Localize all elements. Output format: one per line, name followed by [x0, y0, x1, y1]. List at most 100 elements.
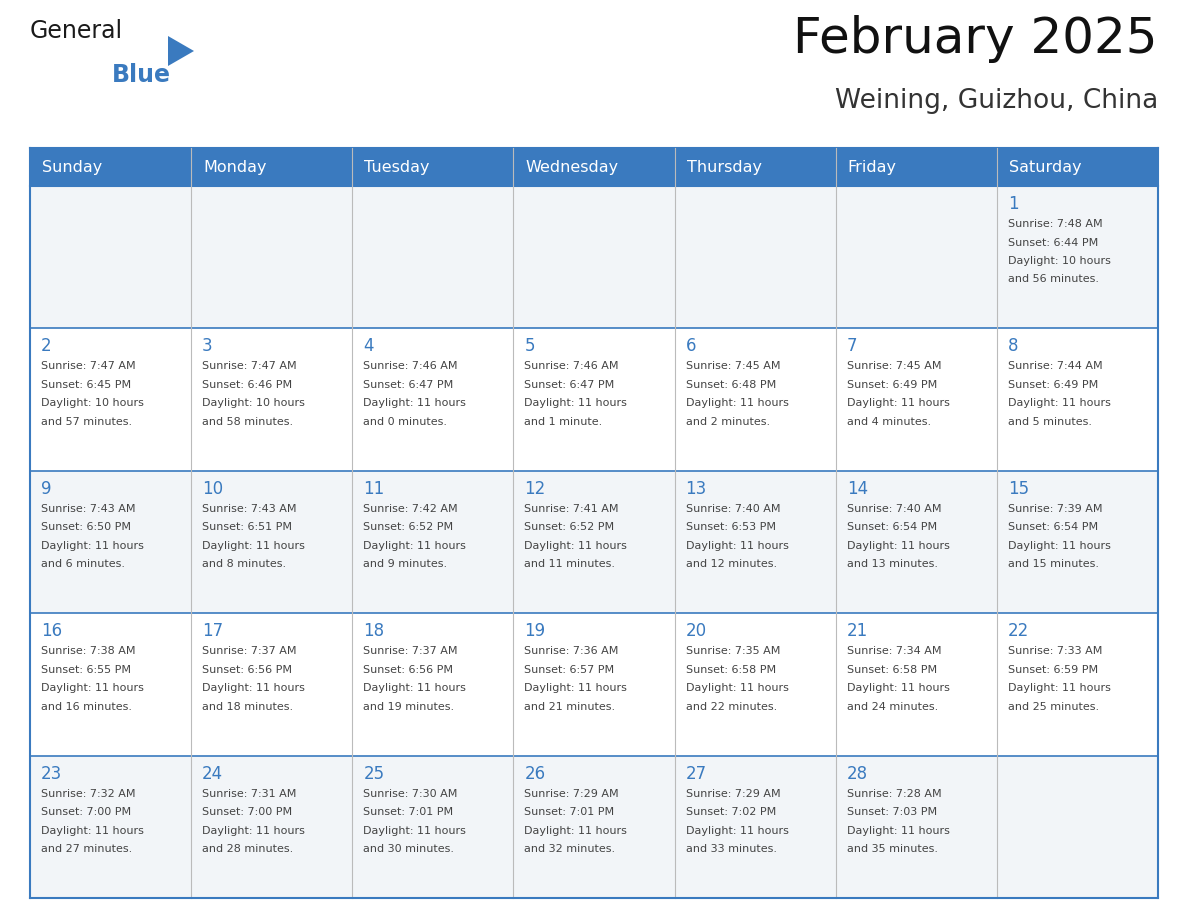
Text: and 2 minutes.: and 2 minutes.	[685, 417, 770, 427]
Text: and 58 minutes.: and 58 minutes.	[202, 417, 293, 427]
Text: Sunset: 6:47 PM: Sunset: 6:47 PM	[364, 380, 454, 390]
Text: Sunrise: 7:40 AM: Sunrise: 7:40 AM	[847, 504, 941, 514]
Text: and 5 minutes.: and 5 minutes.	[1007, 417, 1092, 427]
Bar	[30, 613, 1158, 756]
Bar	[30, 756, 1158, 898]
Text: and 35 minutes.: and 35 minutes.	[847, 844, 937, 854]
Text: Sunset: 6:53 PM: Sunset: 6:53 PM	[685, 522, 776, 532]
Text: 17: 17	[202, 622, 223, 640]
Text: 23: 23	[42, 765, 62, 783]
Text: Daylight: 11 hours: Daylight: 11 hours	[42, 825, 144, 835]
Text: 15: 15	[1007, 480, 1029, 498]
Text: and 11 minutes.: and 11 minutes.	[524, 559, 615, 569]
Text: Sunset: 6:58 PM: Sunset: 6:58 PM	[847, 665, 937, 675]
Text: Sunset: 6:57 PM: Sunset: 6:57 PM	[524, 665, 614, 675]
Text: Sunrise: 7:28 AM: Sunrise: 7:28 AM	[847, 789, 941, 799]
Text: Sunrise: 7:32 AM: Sunrise: 7:32 AM	[42, 789, 135, 799]
Text: and 56 minutes.: and 56 minutes.	[1007, 274, 1099, 285]
Text: Daylight: 11 hours: Daylight: 11 hours	[202, 683, 305, 693]
Text: Sunset: 6:48 PM: Sunset: 6:48 PM	[685, 380, 776, 390]
Text: Sunrise: 7:42 AM: Sunrise: 7:42 AM	[364, 504, 457, 514]
Text: 2: 2	[42, 338, 51, 355]
Text: Daylight: 11 hours: Daylight: 11 hours	[524, 683, 627, 693]
Text: 4: 4	[364, 338, 374, 355]
Text: and 21 minutes.: and 21 minutes.	[524, 701, 615, 711]
Text: Friday: Friday	[848, 160, 897, 174]
Text: Sunset: 7:01 PM: Sunset: 7:01 PM	[364, 807, 454, 817]
Text: and 22 minutes.: and 22 minutes.	[685, 701, 777, 711]
Text: Sunrise: 7:29 AM: Sunrise: 7:29 AM	[685, 789, 781, 799]
Text: Sunset: 7:00 PM: Sunset: 7:00 PM	[42, 807, 131, 817]
Text: 18: 18	[364, 622, 385, 640]
Text: Daylight: 11 hours: Daylight: 11 hours	[685, 541, 789, 551]
Text: Sunrise: 7:39 AM: Sunrise: 7:39 AM	[1007, 504, 1102, 514]
Text: Monday: Monday	[203, 160, 266, 174]
Text: and 9 minutes.: and 9 minutes.	[364, 559, 448, 569]
Polygon shape	[168, 36, 194, 66]
Bar	[30, 471, 1158, 613]
Text: Sunrise: 7:41 AM: Sunrise: 7:41 AM	[524, 504, 619, 514]
Text: Sunset: 6:44 PM: Sunset: 6:44 PM	[1007, 238, 1098, 248]
Text: Sunrise: 7:37 AM: Sunrise: 7:37 AM	[364, 646, 457, 656]
Bar	[30, 186, 1158, 329]
Text: and 33 minutes.: and 33 minutes.	[685, 844, 777, 854]
Text: Sunrise: 7:37 AM: Sunrise: 7:37 AM	[202, 646, 297, 656]
Text: Sunset: 7:03 PM: Sunset: 7:03 PM	[847, 807, 937, 817]
Text: Sunset: 7:01 PM: Sunset: 7:01 PM	[524, 807, 614, 817]
Text: Sunday: Sunday	[42, 160, 102, 174]
Text: 25: 25	[364, 765, 385, 783]
Text: and 0 minutes.: and 0 minutes.	[364, 417, 448, 427]
Text: and 13 minutes.: and 13 minutes.	[847, 559, 937, 569]
Text: Sunset: 6:54 PM: Sunset: 6:54 PM	[847, 522, 937, 532]
Text: Sunset: 6:56 PM: Sunset: 6:56 PM	[364, 665, 454, 675]
Text: 21: 21	[847, 622, 868, 640]
Text: and 57 minutes.: and 57 minutes.	[42, 417, 132, 427]
Text: Sunrise: 7:46 AM: Sunrise: 7:46 AM	[524, 362, 619, 372]
Text: Daylight: 11 hours: Daylight: 11 hours	[847, 541, 949, 551]
Text: Daylight: 10 hours: Daylight: 10 hours	[202, 398, 305, 409]
Text: Sunset: 6:56 PM: Sunset: 6:56 PM	[202, 665, 292, 675]
Text: Sunrise: 7:31 AM: Sunrise: 7:31 AM	[202, 789, 297, 799]
Text: Daylight: 11 hours: Daylight: 11 hours	[685, 825, 789, 835]
Bar	[30, 148, 1158, 186]
Text: Sunset: 6:52 PM: Sunset: 6:52 PM	[524, 522, 614, 532]
Text: and 24 minutes.: and 24 minutes.	[847, 701, 939, 711]
Text: Sunset: 6:50 PM: Sunset: 6:50 PM	[42, 522, 131, 532]
Text: Sunset: 6:59 PM: Sunset: 6:59 PM	[1007, 665, 1098, 675]
Text: Daylight: 11 hours: Daylight: 11 hours	[364, 683, 466, 693]
Text: and 6 minutes.: and 6 minutes.	[42, 559, 125, 569]
Text: Thursday: Thursday	[687, 160, 762, 174]
Text: 26: 26	[524, 765, 545, 783]
Text: Daylight: 11 hours: Daylight: 11 hours	[847, 825, 949, 835]
Text: Sunset: 6:47 PM: Sunset: 6:47 PM	[524, 380, 614, 390]
Text: Sunset: 6:49 PM: Sunset: 6:49 PM	[847, 380, 937, 390]
Text: Sunset: 6:52 PM: Sunset: 6:52 PM	[364, 522, 454, 532]
Text: Sunset: 6:51 PM: Sunset: 6:51 PM	[202, 522, 292, 532]
Text: 27: 27	[685, 765, 707, 783]
Text: Sunrise: 7:44 AM: Sunrise: 7:44 AM	[1007, 362, 1102, 372]
Text: and 19 minutes.: and 19 minutes.	[364, 701, 455, 711]
Text: Daylight: 11 hours: Daylight: 11 hours	[364, 398, 466, 409]
Text: and 28 minutes.: and 28 minutes.	[202, 844, 293, 854]
Text: Sunrise: 7:43 AM: Sunrise: 7:43 AM	[42, 504, 135, 514]
Text: and 4 minutes.: and 4 minutes.	[847, 417, 931, 427]
Text: and 25 minutes.: and 25 minutes.	[1007, 701, 1099, 711]
Text: Sunrise: 7:30 AM: Sunrise: 7:30 AM	[364, 789, 457, 799]
Text: Sunset: 6:55 PM: Sunset: 6:55 PM	[42, 665, 131, 675]
Text: Daylight: 11 hours: Daylight: 11 hours	[42, 683, 144, 693]
Text: Daylight: 11 hours: Daylight: 11 hours	[1007, 398, 1111, 409]
Text: Daylight: 11 hours: Daylight: 11 hours	[1007, 683, 1111, 693]
Text: Daylight: 10 hours: Daylight: 10 hours	[1007, 256, 1111, 266]
Text: Daylight: 11 hours: Daylight: 11 hours	[685, 683, 789, 693]
Text: Sunset: 7:02 PM: Sunset: 7:02 PM	[685, 807, 776, 817]
Text: Daylight: 11 hours: Daylight: 11 hours	[524, 541, 627, 551]
Text: 11: 11	[364, 480, 385, 498]
Text: and 8 minutes.: and 8 minutes.	[202, 559, 286, 569]
Text: Sunrise: 7:33 AM: Sunrise: 7:33 AM	[1007, 646, 1102, 656]
Text: 20: 20	[685, 622, 707, 640]
Text: Daylight: 11 hours: Daylight: 11 hours	[847, 683, 949, 693]
Text: General: General	[30, 19, 124, 43]
Text: Daylight: 11 hours: Daylight: 11 hours	[847, 398, 949, 409]
Text: 3: 3	[202, 338, 213, 355]
Text: 12: 12	[524, 480, 545, 498]
